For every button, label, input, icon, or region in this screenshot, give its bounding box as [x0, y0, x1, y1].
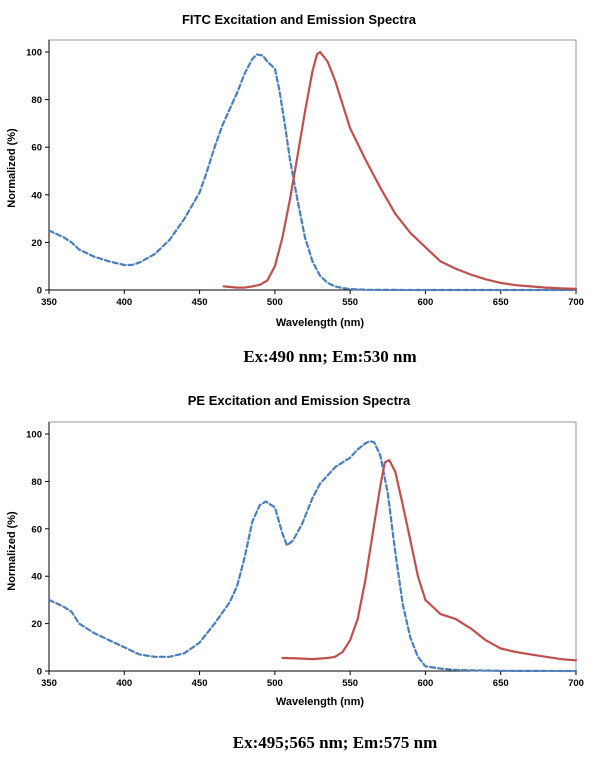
fitc-chart: FITC Excitation and Emission Spectra 0 20… [6, 12, 584, 366]
fitc-x-tick-label: 450 [192, 297, 208, 308]
fitc-y-tick-label: 60 [31, 143, 42, 154]
fitc-x-tick-label: 500 [267, 297, 283, 308]
pe-y-tick-label: 80 [31, 477, 42, 488]
pe-caption: Ex:495;565 nm; Em:575 nm [233, 733, 437, 752]
pe-x-tick-label: 600 [417, 678, 433, 689]
pe-y-tick-label: 60 [31, 524, 42, 535]
fitc-x-tick-label: 550 [342, 297, 358, 308]
fitc-y-axis-label: Normalized (%) [6, 128, 18, 208]
fitc-x-tick-label: 400 [116, 297, 132, 308]
fitc-y-tick-label: 0 [37, 286, 42, 297]
fitc-y-tick-label: 20 [31, 238, 42, 249]
pe-emission-line [281, 459, 578, 662]
fitc-caption: Ex:490 nm; Em:530 nm [243, 347, 416, 366]
fitc-excitation-line [47, 53, 578, 292]
pe-y-tick-label: 20 [31, 619, 42, 630]
pe-plot-frame [48, 421, 577, 672]
pe-x-axis-label: Wavelength (nm) [276, 696, 365, 708]
fitc-y-tick-label: 80 [31, 95, 42, 106]
fitc-x-tick-label: 650 [493, 297, 509, 308]
fitc-plot-frame [48, 39, 577, 291]
pe-x-tick-label: 500 [267, 678, 283, 689]
fitc-x-tick-label: 350 [41, 297, 57, 308]
pe-y-axis-label: Normalized (%) [6, 511, 18, 591]
pe-excitation-line [47, 440, 578, 673]
pe-y-tick-label: 0 [37, 667, 42, 678]
fitc-x-tick-label: 600 [417, 297, 433, 308]
pe-x-tick-label: 550 [342, 678, 358, 689]
pe-x-tick-label: 450 [192, 678, 208, 689]
pe-chart-title: PE Excitation and Emission Spectra [188, 393, 411, 408]
pe-chart: PE Excitation and Emission Spectra 0 20 40… [6, 393, 584, 752]
pe-x-tick-label: 350 [41, 678, 57, 689]
fitc-x-tick-label: 700 [568, 297, 584, 308]
fitc-emission-line [222, 50, 578, 290]
fitc-y-tick-label: 100 [26, 48, 42, 59]
pe-y-tick-label: 100 [26, 430, 42, 441]
pe-x-tick-label: 650 [493, 678, 509, 689]
fitc-grid-and-axes: 0 20 40 60 80 100 350 400 450 500 550 600 650 700 [26, 40, 584, 308]
pe-grid-and-axes: 0 20 40 60 80 100 350 400 450 500 550 600 650 700 [26, 422, 584, 689]
pe-series-group [47, 440, 578, 673]
fitc-x-axis-label: Wavelength (nm) [276, 317, 365, 329]
fitc-series-group [47, 50, 578, 292]
fitc-y-tick-label: 40 [31, 190, 42, 201]
fitc-chart-title: FITC Excitation and Emission Spectra [182, 12, 417, 27]
pe-x-tick-label: 400 [116, 678, 132, 689]
pe-y-tick-label: 40 [31, 572, 42, 583]
pe-x-tick-label: 700 [568, 678, 584, 689]
